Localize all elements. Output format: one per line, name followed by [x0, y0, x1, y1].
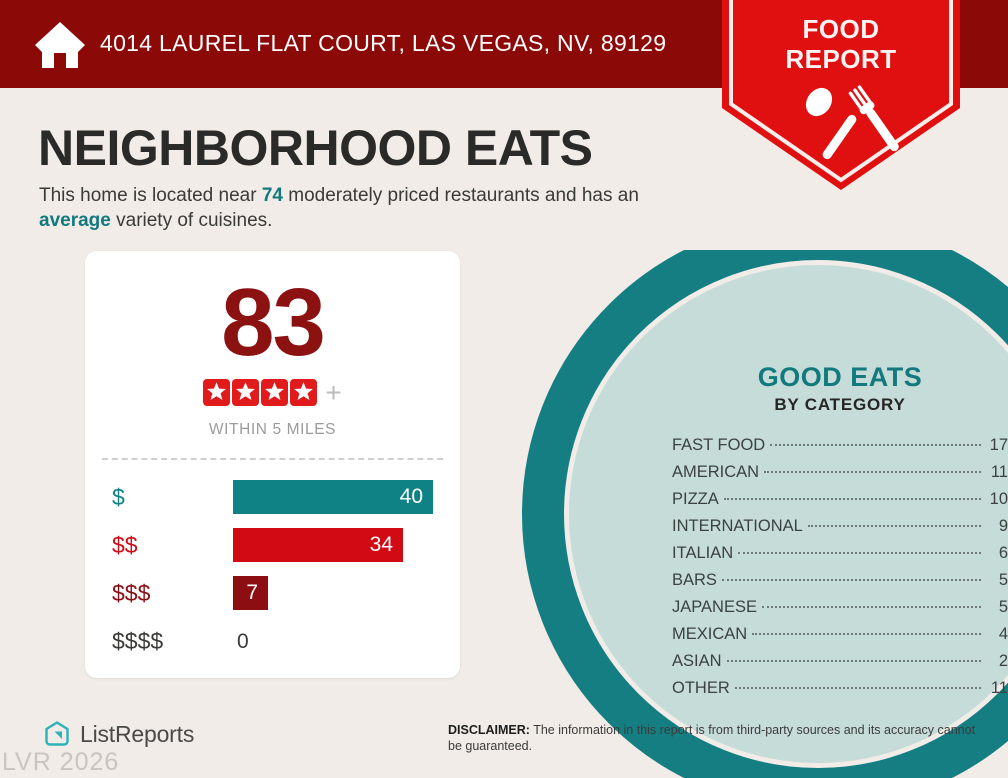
category-row: JAPANESE 5 — [672, 598, 1008, 625]
category-name: MEXICAN — [672, 625, 748, 643]
category-dot-leader — [761, 606, 981, 608]
logo-text: ListReports — [80, 720, 195, 747]
price-bar-chart: $40 $$ 34 $$$ 7 $$$$ 0 — [85, 476, 460, 668]
radius-label: WITHIN 5 MILES — [208, 421, 337, 438]
category-count: 11 — [990, 679, 1008, 697]
subtitle-highlight-variety: average — [39, 210, 111, 231]
category-row: ITALIAN 6 — [672, 544, 1008, 571]
star-icon — [265, 382, 285, 400]
category-dot-leader — [764, 471, 981, 473]
card-divider — [102, 458, 443, 460]
spoon-fork-icon — [805, 85, 899, 160]
score-card: 83 + WITHIN 5 MILES $40 $$ 34 $$$ 7 $$$$ 0 — [85, 251, 460, 678]
disclaimer-label: DISCLAIMER: — [448, 723, 530, 737]
star-plus: + — [325, 377, 342, 408]
category-count: 4 — [998, 625, 1008, 643]
price-bar-value: 7 — [246, 581, 258, 604]
category-dot-leader — [734, 687, 981, 689]
price-bar-row: $40 — [85, 476, 460, 524]
star-tile — [203, 379, 231, 406]
food-report-badge: FOOD REPORT — [722, 0, 960, 190]
subtitle-part-3: variety of cuisines. — [110, 210, 273, 231]
price-bar-row: $$ 34 — [85, 524, 460, 572]
category-count: 5 — [998, 598, 1008, 616]
price-bar-label: $$$$ — [112, 628, 164, 654]
category-row: OTHER 11 — [672, 679, 1008, 706]
star-rating: + — [85, 377, 460, 408]
price-bar-value: 0 — [237, 630, 249, 653]
category-name: ITALIAN — [672, 544, 734, 562]
disclaimer: DISCLAIMER: The information in this repo… — [448, 722, 988, 754]
listreports-logo: ListReports — [43, 720, 194, 748]
subtitle-part-1: This home is located near — [39, 185, 262, 206]
category-name: OTHER — [672, 679, 730, 697]
eats-score: 83 — [221, 269, 326, 376]
category-count: 11 — [990, 463, 1008, 481]
category-count: 6 — [998, 544, 1008, 562]
category-dot-leader — [770, 444, 981, 446]
good-eats-subtitle: BY CATEGORY — [774, 395, 906, 414]
watermark: LVR 2026 — [2, 748, 120, 776]
page-title: NEIGHBORHOOD EATS — [38, 120, 593, 176]
disclaimer-text: The information in this report is from t… — [448, 723, 976, 753]
price-bar-value: 40 — [399, 485, 423, 508]
teal-ring-graphic — [490, 250, 1008, 778]
subtitle-highlight-count: 74 — [261, 185, 283, 206]
category-dot-leader — [723, 498, 981, 500]
price-bar-value: 34 — [369, 533, 393, 556]
category-count: 2 — [998, 652, 1008, 670]
category-count: 10 — [989, 490, 1008, 508]
category-row: AMERICAN 11 — [672, 463, 1008, 490]
category-row: FAST FOOD 17 — [672, 436, 1008, 463]
category-row: ASIAN 2 — [672, 652, 1008, 679]
category-count: 9 — [998, 517, 1008, 535]
star-tile — [290, 379, 318, 406]
price-bar-label: $ — [112, 484, 125, 510]
category-name: INTERNATIONAL — [672, 517, 803, 535]
category-name: JAPANESE — [672, 598, 757, 616]
category-row: BARS 5 — [672, 571, 1008, 598]
category-count: 5 — [998, 571, 1008, 589]
category-name: FAST FOOD — [672, 436, 766, 454]
good-eats-panel: GOOD EATS BY CATEGORY FAST FOOD 17 AMERICA… — [672, 362, 1008, 706]
category-dot-leader — [807, 525, 981, 527]
category-count: 17 — [989, 436, 1008, 454]
house-icon — [35, 22, 85, 68]
star-icon — [236, 382, 256, 400]
price-bar-row: $$$$ 0 — [85, 620, 460, 668]
page-subtitle: This home is located near 74 moderately … — [39, 183, 699, 233]
category-dot-leader — [738, 552, 981, 554]
subtitle-part-2: moderately priced restaurants and has an — [282, 185, 639, 206]
star-tile — [261, 379, 289, 406]
category-name: BARS — [672, 571, 717, 589]
price-bar-label: $$$ — [112, 580, 151, 606]
price-bar: 40 — [233, 480, 433, 514]
category-name: ASIAN — [672, 652, 722, 670]
category-name: PIZZA — [672, 490, 719, 508]
category-dot-leader — [752, 633, 981, 635]
star-icon — [294, 382, 314, 400]
category-row: INTERNATIONAL 9 — [672, 517, 1008, 544]
price-bar-row: $$$ 7 — [85, 572, 460, 620]
listreports-house-icon — [45, 721, 69, 746]
good-eats-title: GOOD EATS — [757, 362, 923, 392]
price-bar: 7 — [233, 576, 268, 610]
price-bar-label: $$ — [112, 532, 138, 558]
category-dot-leader — [721, 579, 981, 581]
star-tile — [232, 379, 260, 406]
category-name: AMERICAN — [672, 463, 760, 481]
property-address: 4014 LAUREL FLAT COURT, LAS VEGAS, NV, 8… — [100, 30, 667, 56]
category-row: PIZZA 10 — [672, 490, 1008, 517]
price-bar: 34 — [233, 528, 403, 562]
star-icon — [207, 382, 227, 400]
category-list: FAST FOOD 17 AMERICAN 11 PIZZA 10 INTERNATIONA… — [672, 436, 1008, 706]
category-row: MEXICAN 4 — [672, 625, 1008, 652]
category-dot-leader — [726, 660, 981, 662]
